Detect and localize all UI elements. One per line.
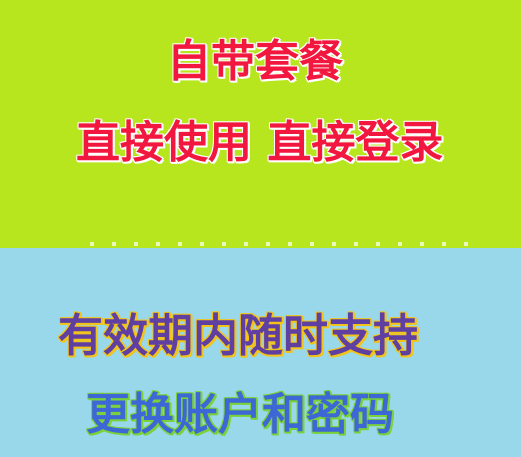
headline-support-period: 有效期内随时支持 xyxy=(58,309,419,362)
top-green-panel xyxy=(0,0,521,248)
bottom-blue-panel xyxy=(0,248,521,457)
headline-change-account-password: 更换账户和密码 xyxy=(86,389,394,440)
headline-direct-use-login: 直接使用 直接登录 xyxy=(76,117,444,168)
headline-package-included: 自带套餐 xyxy=(167,36,343,87)
panel-divider-artifact xyxy=(80,242,470,246)
